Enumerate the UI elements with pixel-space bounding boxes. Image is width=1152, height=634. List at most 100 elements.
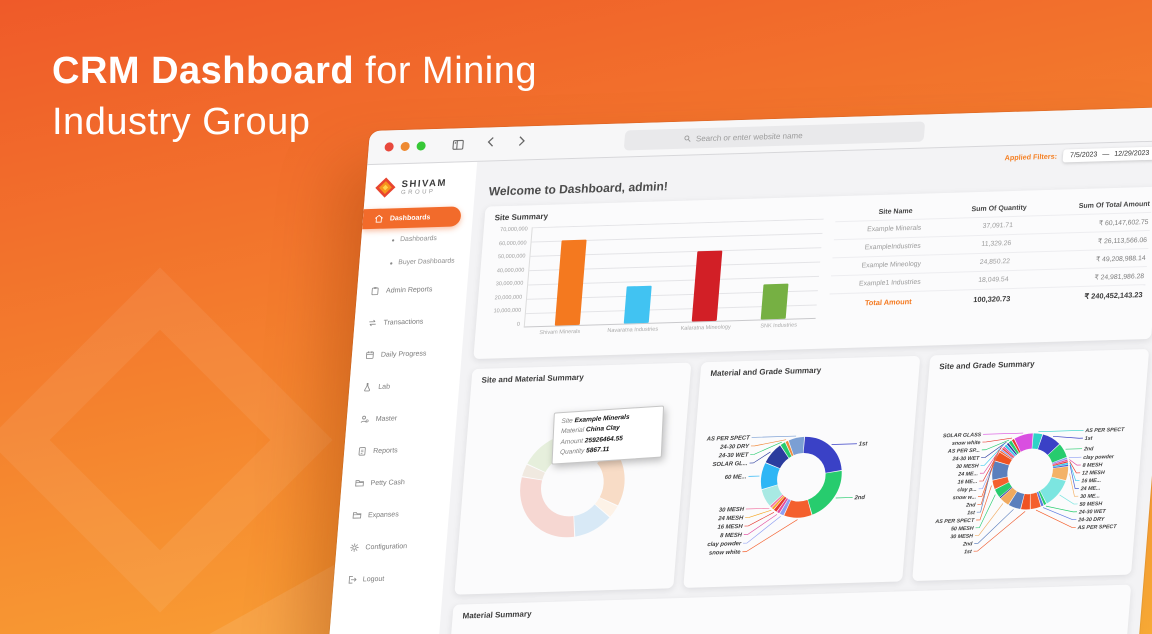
donut-slice[interactable] <box>765 445 789 469</box>
donut-slice[interactable] <box>995 452 1012 466</box>
donut-callout-line <box>831 443 857 445</box>
donut-slice[interactable] <box>807 470 842 515</box>
donut-slice[interactable] <box>596 448 625 506</box>
donut-slice[interactable] <box>761 463 780 490</box>
donut-slice[interactable] <box>999 486 1013 499</box>
donut-slice[interactable] <box>1008 491 1025 509</box>
sidebar: SHIVAM GROUP Dashboards Dashboards Buyer D… <box>321 161 478 634</box>
material-summary-title: Material Summary <box>462 609 532 621</box>
sidebar-item-label: Lab <box>378 383 391 391</box>
donut-slice[interactable] <box>995 482 1012 497</box>
sidebar-item-label: Transactions <box>383 317 424 327</box>
search-input[interactable] <box>695 128 867 143</box>
address-bar[interactable] <box>623 121 926 151</box>
donut-slice[interactable] <box>1037 434 1060 456</box>
chart-bar-navaratna-industries[interactable] <box>623 285 652 324</box>
close-window-icon[interactable] <box>384 142 395 152</box>
sidebar-item-transactions[interactable]: Transactions <box>353 304 466 339</box>
sidebar-item-lab[interactable]: Lab <box>348 368 461 403</box>
sidebar-item-logout[interactable]: Logout <box>333 561 446 596</box>
donut-slice[interactable] <box>1039 476 1066 504</box>
donut-slice[interactable] <box>784 499 812 518</box>
browser-window: + SHIVAM GROUP Dashboards Dashboards Buyer… <box>321 106 1152 634</box>
donut-slice[interactable] <box>522 464 546 480</box>
tooltip-material-value: China Clay <box>585 424 620 434</box>
donut-slice[interactable] <box>788 436 805 456</box>
sidebar-toggle-icon[interactable] <box>451 138 465 151</box>
donut-callout-line <box>1042 507 1077 521</box>
date-range-chip[interactable]: 7/5/2023 — 12/29/2023 × <box>1062 146 1152 163</box>
sidebar-item-dashboards[interactable]: Dashboards <box>360 226 472 252</box>
sidebar-item-dashboards[interactable]: Dashboards <box>362 206 462 230</box>
forward-icon[interactable] <box>514 134 528 152</box>
donut-slice-label: 30 MESH <box>950 534 973 541</box>
donut-slice[interactable] <box>1011 439 1021 453</box>
y-tick-label: 50,000,000 <box>497 253 526 261</box>
donut-slice[interactable] <box>1008 440 1019 455</box>
donut-slice[interactable] <box>1030 492 1041 510</box>
donut-slice[interactable] <box>1052 457 1068 465</box>
donut-slice[interactable] <box>1003 446 1015 458</box>
sidebar-item-configuration[interactable]: Configuration <box>335 529 448 564</box>
donut-slice[interactable] <box>1014 433 1033 452</box>
donut-slice-label: AS PER SPECT <box>1076 524 1117 531</box>
donut-slice-label: 30 MESH <box>719 507 745 514</box>
donut-slice[interactable] <box>773 496 787 512</box>
donut-slice[interactable] <box>1000 449 1014 459</box>
donut-slice-label: 24-30 WET <box>951 456 980 463</box>
donut-slice[interactable] <box>802 436 842 474</box>
sidebar-item-buyer-dashboards[interactable]: Buyer Dashboards <box>358 249 470 275</box>
donut-slice[interactable] <box>777 498 789 514</box>
sidebar-item-expanses[interactable]: Expanses <box>338 497 451 532</box>
donut-slice[interactable] <box>779 499 791 516</box>
chart-bar-shivam-minerals[interactable] <box>554 239 587 326</box>
donut-callout-line <box>979 447 1002 482</box>
donut-slice[interactable] <box>761 484 783 506</box>
donut-slice[interactable] <box>780 442 792 458</box>
donut-slice[interactable] <box>1004 444 1016 457</box>
tooltip-quantity-label: Quantity <box>559 447 585 457</box>
gear-icon <box>349 542 360 552</box>
cell: ExampleIndustries <box>864 242 921 252</box>
sidebar-item-reports[interactable]: Reports <box>343 433 456 468</box>
y-tick-label: 40,000,000 <box>496 266 525 274</box>
donut-slice[interactable] <box>1036 491 1044 507</box>
donut-slice-label: 8 MESH <box>1082 462 1102 469</box>
donut-slice[interactable] <box>594 497 618 517</box>
minimize-window-icon[interactable] <box>400 141 411 152</box>
donut-callout-line <box>751 435 797 438</box>
sidebar-item-master[interactable]: Master <box>345 401 458 436</box>
donut-slice[interactable] <box>1002 447 1014 458</box>
donut-slice[interactable] <box>1006 442 1018 456</box>
site-grade-summary-card: Site and Grade Summary AS PER SPECT 1st 2n… <box>912 348 1150 582</box>
donut-slice[interactable] <box>1032 433 1043 450</box>
donut-slice[interactable] <box>520 477 577 538</box>
donut-slice-label: 1st <box>964 549 972 555</box>
back-icon[interactable] <box>484 135 498 153</box>
donut-slice[interactable] <box>1038 490 1047 505</box>
donut-callout-line <box>981 439 1010 451</box>
sidebar-item-admin-reports[interactable]: Admin Reports <box>356 272 469 307</box>
bullet-icon <box>389 261 393 265</box>
zoom-window-icon[interactable] <box>416 141 427 151</box>
donut-slice-label: 2nd <box>1083 446 1095 452</box>
donut-slice-label: 24-30 DRY <box>1077 517 1105 524</box>
donut-slice[interactable] <box>992 476 1009 489</box>
donut-slice[interactable] <box>1021 493 1031 510</box>
donut-slice[interactable] <box>1000 487 1018 505</box>
donut-slice[interactable] <box>992 461 1010 480</box>
donut-slice[interactable] <box>573 504 610 537</box>
sidebar-item-daily-progress[interactable]: Daily Progress <box>351 336 464 371</box>
chart-bar-kalaratna-mineology[interactable] <box>692 250 723 322</box>
sidebar-item-petty-cash[interactable]: Petty Cash <box>340 465 453 500</box>
sidebar-item-label: Daily Progress <box>380 349 427 359</box>
donut-slice[interactable] <box>785 440 794 457</box>
donut-slice[interactable] <box>1047 444 1067 464</box>
donut-slice[interactable] <box>1051 466 1069 481</box>
donut-slice[interactable] <box>771 495 785 510</box>
donut-slice[interactable] <box>770 494 784 508</box>
cell: ₹ 24,981,986.28 <box>1094 272 1145 282</box>
donut-slice-label: clay powder <box>1083 454 1115 461</box>
chart-bar-snk-industries[interactable] <box>760 283 789 320</box>
donut-slice[interactable] <box>999 450 1013 460</box>
